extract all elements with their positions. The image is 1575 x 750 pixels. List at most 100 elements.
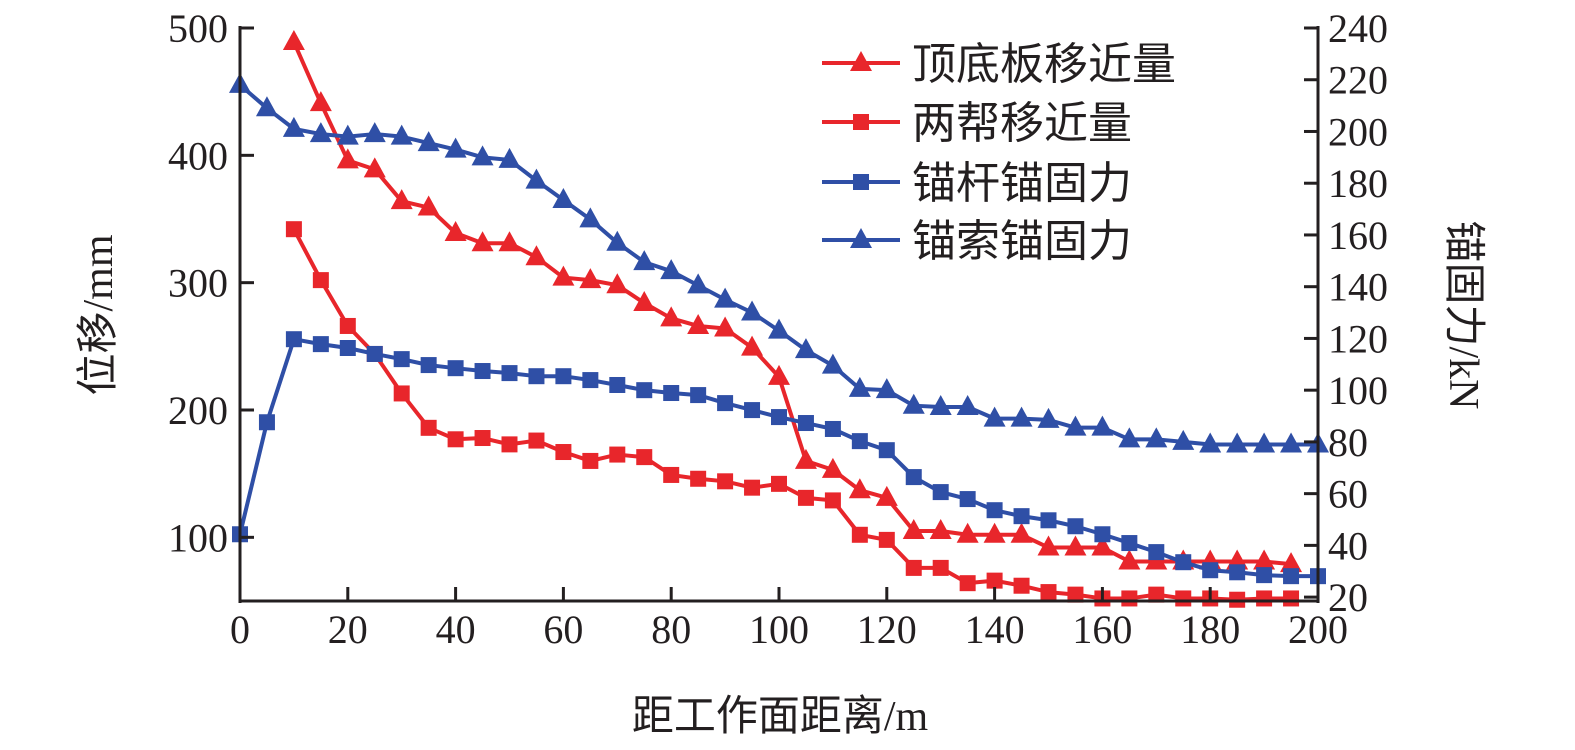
data-point [474,430,491,447]
data-point [1037,407,1060,428]
data-point [851,526,868,543]
data-point [363,157,386,178]
axes: 0 20 40 60 80 100 120 140 160 180 200 100 200 300 400 5… [168,6,1388,652]
data-point [1091,535,1114,556]
data-point [444,137,467,158]
data-point [690,470,707,487]
x-tick-label: 20 [328,607,368,652]
y-tick-label: 100 [168,515,228,560]
y2-tick-label: 20 [1328,575,1368,620]
data-point [848,478,871,499]
data-point [905,559,922,576]
data-point [932,559,949,576]
data-point [285,331,302,348]
data-point [282,30,305,51]
y-tick-label: 500 [168,6,228,51]
data-point [555,444,572,461]
series-4 [229,72,1329,453]
data-point [1148,586,1165,603]
y2-tick-label: 80 [1328,420,1368,465]
data-point [1253,549,1276,570]
legend-item: 顶底板移近量 [822,40,1176,89]
data-point [794,338,817,359]
data-point [501,365,518,382]
data-point [1148,544,1165,561]
data-point [687,273,710,294]
data-point [471,231,494,252]
x-tick-label: 0 [230,607,250,652]
data-point [875,378,898,399]
plot-marks [229,30,1329,608]
data-point [1280,432,1303,453]
data-point [447,360,464,377]
data-point [444,221,467,242]
data-point [983,522,1006,543]
data-point [660,259,683,280]
data-point [609,376,626,393]
x-tick-label: 160 [1072,607,1132,652]
data-point [1040,584,1057,601]
series-3 [232,331,1326,585]
data-point [579,207,602,228]
data-point [714,287,737,308]
data-point [336,124,359,145]
data-point [633,291,656,312]
data-point [552,188,575,209]
data-point [1202,562,1219,579]
data-point [1172,429,1195,450]
data-point [309,91,332,112]
data-point [959,575,976,592]
y2-tick-label: 240 [1328,6,1388,51]
data-point [956,522,979,543]
data-point [821,353,844,374]
x-tick-label: 180 [1180,607,1240,652]
data-point [447,431,464,448]
y2-tick-label: 200 [1328,109,1388,154]
data-point [1199,432,1222,453]
data-point [1145,427,1168,448]
data-point [851,433,868,450]
data-point [582,372,599,389]
x-tick-label: 100 [749,607,809,652]
data-point [660,306,683,327]
data-point [1040,512,1057,529]
data-point [417,131,440,152]
legend-label: 锚索锚固力 [912,217,1132,266]
data-point [471,145,494,166]
data-point [878,531,895,548]
x-axis-title: 距工作面距离/m [632,693,929,740]
data-point [393,385,410,402]
data-point [1121,590,1138,607]
data-point [636,449,653,466]
data-point [848,376,871,397]
data-point [1280,552,1303,573]
data-point [1118,427,1141,448]
legend-label: 两帮移近量 [912,99,1132,148]
data-point [794,448,817,469]
data-point [1064,535,1087,556]
data-point [285,221,302,238]
data-point [309,122,332,143]
data-point [986,572,1003,589]
data-point [498,231,521,252]
data-point [1010,406,1033,427]
data-point [501,436,518,453]
data-point [282,116,305,137]
data-point [606,230,629,251]
data-point [1283,590,1300,607]
data-point [1013,508,1030,525]
data-point [390,124,413,145]
data-point [336,148,359,169]
data-point [498,147,521,168]
data-point [768,364,790,385]
x-tick-label: 60 [543,607,583,652]
data-point [956,394,979,415]
legend-item: 两帮移近量 [822,99,1132,148]
data-point [771,409,787,426]
data-point [717,395,734,412]
legend-label: 锚杆锚固力 [912,159,1132,208]
series-1 [282,30,1303,573]
data-point [771,475,787,492]
data-point [744,479,761,496]
